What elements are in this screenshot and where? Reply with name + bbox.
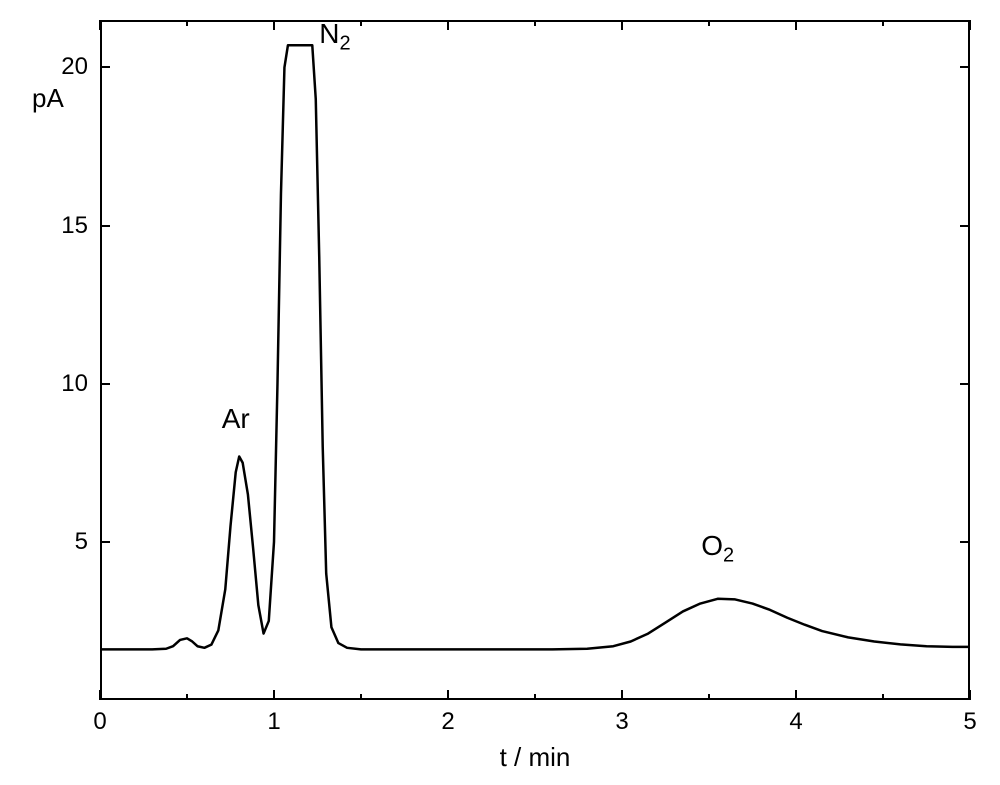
x-tick-label: 2 xyxy=(441,708,454,736)
x-axis-label: t / min xyxy=(500,742,571,773)
tick-mark xyxy=(534,20,536,26)
x-tick-label: 4 xyxy=(789,708,802,736)
tick-mark xyxy=(882,20,884,26)
y-axis-label: pA xyxy=(32,83,64,114)
x-tick-label: 1 xyxy=(267,708,280,736)
tick-mark xyxy=(100,541,110,543)
tick-mark xyxy=(447,690,449,700)
x-tick-label: 5 xyxy=(963,708,976,736)
tick-mark xyxy=(273,20,275,30)
chart-line xyxy=(0,0,1000,785)
tick-mark xyxy=(708,20,710,26)
tick-mark xyxy=(534,694,536,700)
tick-mark xyxy=(960,225,970,227)
tick-mark xyxy=(447,20,449,30)
tick-mark xyxy=(969,20,971,30)
tick-mark xyxy=(99,690,101,700)
tick-mark xyxy=(100,225,110,227)
tick-mark xyxy=(960,541,970,543)
tick-mark xyxy=(960,383,970,385)
y-tick-label: 10 xyxy=(61,370,88,398)
peak-label-ar: Ar xyxy=(222,403,250,435)
tick-mark xyxy=(882,694,884,700)
tick-mark xyxy=(100,66,110,68)
tick-mark xyxy=(186,20,188,26)
tick-mark xyxy=(621,20,623,30)
tick-mark xyxy=(186,694,188,700)
tick-mark xyxy=(795,20,797,30)
tick-mark xyxy=(99,20,101,30)
tick-mark xyxy=(621,690,623,700)
chromatogram-chart: 0 1 2 3 4 5 5 10 15 20 t / min pA Ar N2 O2 xyxy=(0,0,1000,785)
tick-mark xyxy=(708,694,710,700)
x-tick-label: 3 xyxy=(615,708,628,736)
tick-mark xyxy=(969,690,971,700)
peak-label-o2: O2 xyxy=(701,530,734,568)
y-tick-label: 15 xyxy=(61,212,88,240)
tick-mark xyxy=(795,690,797,700)
tick-mark xyxy=(273,690,275,700)
peak-label-n2: N2 xyxy=(319,18,350,56)
tick-mark xyxy=(960,66,970,68)
tick-mark xyxy=(100,383,110,385)
tick-mark xyxy=(360,694,362,700)
tick-mark xyxy=(360,20,362,26)
x-tick-label: 0 xyxy=(93,708,106,736)
y-tick-label: 20 xyxy=(61,53,88,81)
y-tick-label: 5 xyxy=(75,528,88,556)
